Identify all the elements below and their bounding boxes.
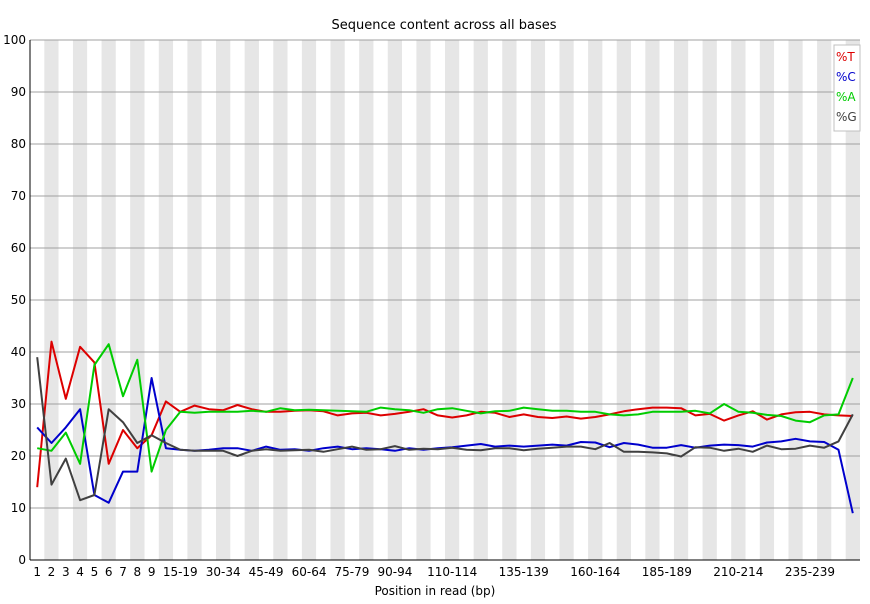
series-line-pct-t <box>36 340 853 488</box>
x-tick-label: 2 <box>48 565 56 579</box>
x-tick-label: 3 <box>62 565 70 579</box>
x-tick-label: 1 <box>33 565 41 579</box>
x-axis-label: Position in read (bp) <box>375 584 496 598</box>
x-tick-label: 135-139 <box>499 565 549 579</box>
x-tick-label: 45-49 <box>249 565 284 579</box>
legend-entry: %A <box>836 90 856 104</box>
legend-box <box>833 44 861 132</box>
y-tick-label: 70 <box>11 189 26 203</box>
x-tick-label: 5 <box>91 565 99 579</box>
x-tick-label: 90-94 <box>377 565 412 579</box>
y-tick-label: 80 <box>11 137 26 151</box>
y-tick-label: 20 <box>11 449 26 463</box>
y-tick-label: 30 <box>11 397 26 411</box>
y-tick-label: 50 <box>11 293 26 307</box>
y-tick-label: 40 <box>11 345 26 359</box>
legend-entry: %C <box>836 70 856 84</box>
series-line-pct-g <box>36 357 854 502</box>
legend-entry: %T <box>836 50 855 64</box>
y-tick-label: 100 <box>3 33 26 47</box>
x-tick-label: 30-34 <box>206 565 241 579</box>
y-tick-label: 0 <box>18 553 26 567</box>
x-tick-label: 75-79 <box>335 565 370 579</box>
x-tick-label: 110-114 <box>427 565 477 579</box>
x-tick-label: 4 <box>76 565 84 579</box>
series-line-pct-a <box>37 343 854 473</box>
x-tick-label: 7 <box>119 565 127 579</box>
x-tick-label: 185-189 <box>642 565 692 579</box>
y-tick-label: 10 <box>11 501 26 515</box>
x-tick-label: 15-19 <box>163 565 198 579</box>
legend-entry: %G <box>836 110 857 124</box>
x-tick-label: 60-64 <box>292 565 327 579</box>
x-tick-label: 8 <box>134 565 142 579</box>
x-tick-label: 9 <box>148 565 156 579</box>
y-tick-label: 90 <box>11 85 26 99</box>
x-tick-label: 210-214 <box>713 565 763 579</box>
x-tick-label: 235-239 <box>785 565 835 579</box>
x-tick-label: 6 <box>105 565 113 579</box>
y-tick-label: 60 <box>11 241 26 255</box>
chart-title: Sequence content across all bases <box>331 18 556 33</box>
x-tick-label: 160-164 <box>570 565 620 579</box>
